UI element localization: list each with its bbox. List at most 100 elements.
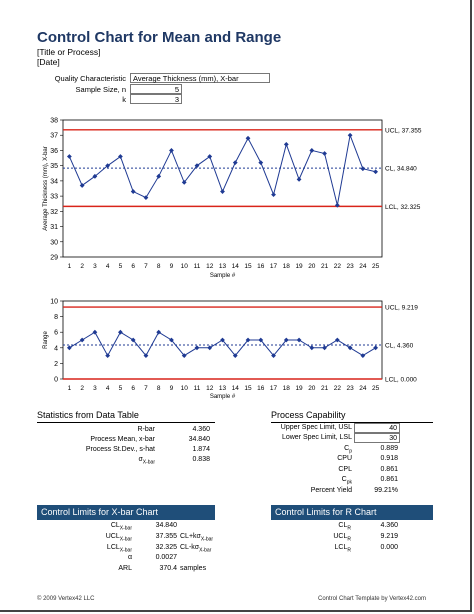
chart1-xtick-label-8: 9 [170, 385, 174, 392]
cp-value: 0.889 [380, 445, 398, 452]
chart1-xtick-label-9: 10 [181, 385, 189, 392]
chart0-point-21 [334, 202, 340, 208]
chart0-xtick-label-4: 5 [119, 263, 123, 270]
cpk-value: 0.861 [380, 476, 398, 483]
chart1-xtick-label-12: 13 [219, 385, 227, 392]
chart0-limit-label-2: LCL, 32.325 [385, 204, 421, 211]
chart0-xtick-label-23: 24 [359, 263, 367, 270]
chart1-xtick-label-0: 1 [68, 385, 72, 392]
chart0-xtick-label-16: 17 [270, 263, 278, 270]
title-or-process-field[interactable]: [Title or Process] [37, 47, 101, 57]
chart0-xtick-label-17: 18 [283, 263, 291, 270]
chart0-point-8 [169, 148, 174, 153]
chart0-point-1 [79, 183, 85, 188]
chart1-point-24 [373, 345, 379, 351]
quality-characteristic-input[interactable]: Average Thickness (mm), X-bar [130, 73, 270, 83]
xbar-ucl-label: UCLX-bar [105, 533, 132, 543]
chart1-xtick-label-13: 14 [232, 385, 240, 392]
chart1-ytick-label-3: 6 [54, 330, 58, 337]
page-title: Control Chart for Mean and Range [37, 29, 282, 46]
chart0-ytick-label-8: 37 [50, 133, 58, 140]
chart1-xtick-label-14: 15 [244, 385, 252, 392]
chart0-xtick-label-21: 22 [334, 263, 342, 270]
date-field[interactable]: [Date] [37, 57, 60, 67]
chart1-limit-label-1: CL, 4.360 [385, 342, 414, 349]
capability-title: Process Capability [271, 410, 346, 420]
chart0-xtick-label-13: 14 [232, 263, 240, 270]
chart0-xtick-label-14: 15 [244, 263, 252, 270]
lsl-label: Lower Spec Limit, LSL [281, 434, 352, 441]
chart1-xtick-label-19: 20 [308, 385, 316, 392]
chart0-xtick-label-12: 13 [219, 263, 227, 270]
xbar-cl-value: 34.840 [155, 522, 177, 529]
chart1-xtick-label-17: 18 [283, 385, 291, 392]
alpha-value: 0.0027 [155, 554, 177, 561]
percent-yield-label: Percent Yield [310, 487, 352, 494]
r-cl-label: CLR [338, 522, 351, 532]
chart0-point-12 [220, 189, 225, 194]
chart1-ytick-label-0: 0 [54, 377, 58, 384]
chart1-xtick-label-6: 7 [144, 385, 148, 392]
process-mean-label: Process Mean, x-bar [90, 436, 155, 443]
chart1-xtick-label-4: 5 [119, 385, 123, 392]
chart0-xtick-label-2: 3 [93, 263, 97, 270]
usl-label: Upper Spec Limit, USL [280, 424, 352, 431]
cpu-label: CPU [337, 455, 352, 462]
r-ucl-value: 9.219 [380, 533, 398, 540]
chart0-x-axis-label: Sample # [210, 273, 236, 279]
chart1-point-21 [334, 337, 340, 343]
chart1-ytick-label-4: 8 [54, 314, 58, 321]
chart1-xtick-label-15: 16 [257, 385, 265, 392]
chart0-xtick-label-18: 19 [295, 263, 303, 270]
chart0-point-6 [143, 195, 149, 201]
chart1-point-13 [232, 353, 238, 358]
chart1-xtick-label-7: 8 [157, 385, 161, 392]
chart0-xtick-label-7: 8 [157, 263, 161, 270]
chart0-xtick-label-8: 9 [170, 263, 174, 270]
r-ucl-label: UCLR [333, 533, 351, 543]
k-input[interactable]: 3 [130, 94, 182, 104]
chart0-xtick-label-3: 4 [106, 263, 110, 270]
sigma-xbar-label: σX-bar [138, 456, 155, 466]
xbar-lcl-formula: CL-kσX-bar [180, 544, 212, 554]
chart1-xtick-label-24: 25 [372, 385, 380, 392]
chart1-xtick-label-1: 2 [80, 385, 84, 392]
chart0-point-18 [296, 176, 302, 182]
chart0-point-16 [271, 192, 276, 197]
chart0-point-24 [373, 169, 379, 175]
chart1-limit-label-0: UCL, 9.219 [385, 305, 418, 312]
chart1-ytick-label-5: 10 [50, 299, 58, 306]
chart1-x-axis-label: Sample # [210, 394, 236, 400]
chart1-point-9 [181, 353, 187, 358]
chart1-point-11 [207, 345, 213, 351]
chart1-point-15 [258, 337, 264, 343]
sigma-xbar-value: 0.838 [192, 456, 210, 463]
chart0-ytick-label-3: 32 [50, 209, 58, 216]
chart0-xtick-label-22: 23 [346, 263, 354, 270]
chart1-point-7 [156, 329, 162, 335]
sample-size-label: Sample Size, n [75, 85, 126, 94]
chart0-point-9 [181, 180, 187, 185]
chart0-point-20 [322, 151, 327, 156]
process-mean-value: 34.840 [188, 436, 210, 443]
chart1-point-3 [105, 353, 111, 358]
chart0-point-15 [258, 160, 264, 166]
chart0-xtick-label-11: 12 [206, 263, 214, 270]
chart0-limit-label-1: CL, 34.840 [385, 166, 417, 173]
quality-characteristic-label: Quality Characteristic [54, 74, 126, 83]
chart1-point-0 [66, 345, 72, 351]
cpk-label: Cpk [341, 476, 352, 486]
process-stdev-label: Process St.Dev., s-hat [85, 446, 155, 453]
cpl-value: 0.861 [380, 466, 398, 473]
usl-input[interactable]: 40 [354, 423, 400, 433]
sample-size-input[interactable]: 5 [130, 84, 182, 94]
r-lcl-value: 0.000 [380, 544, 398, 551]
lsl-input[interactable]: 30 [354, 433, 400, 443]
chart0-y-axis-label: Average Thickness (mm), X-bar [43, 146, 49, 230]
r-lcl-label: LCLR [334, 544, 351, 554]
chart0-ytick-label-6: 35 [50, 163, 58, 170]
chart1-point-23 [360, 353, 366, 358]
cpl-label: CPL [338, 466, 352, 473]
